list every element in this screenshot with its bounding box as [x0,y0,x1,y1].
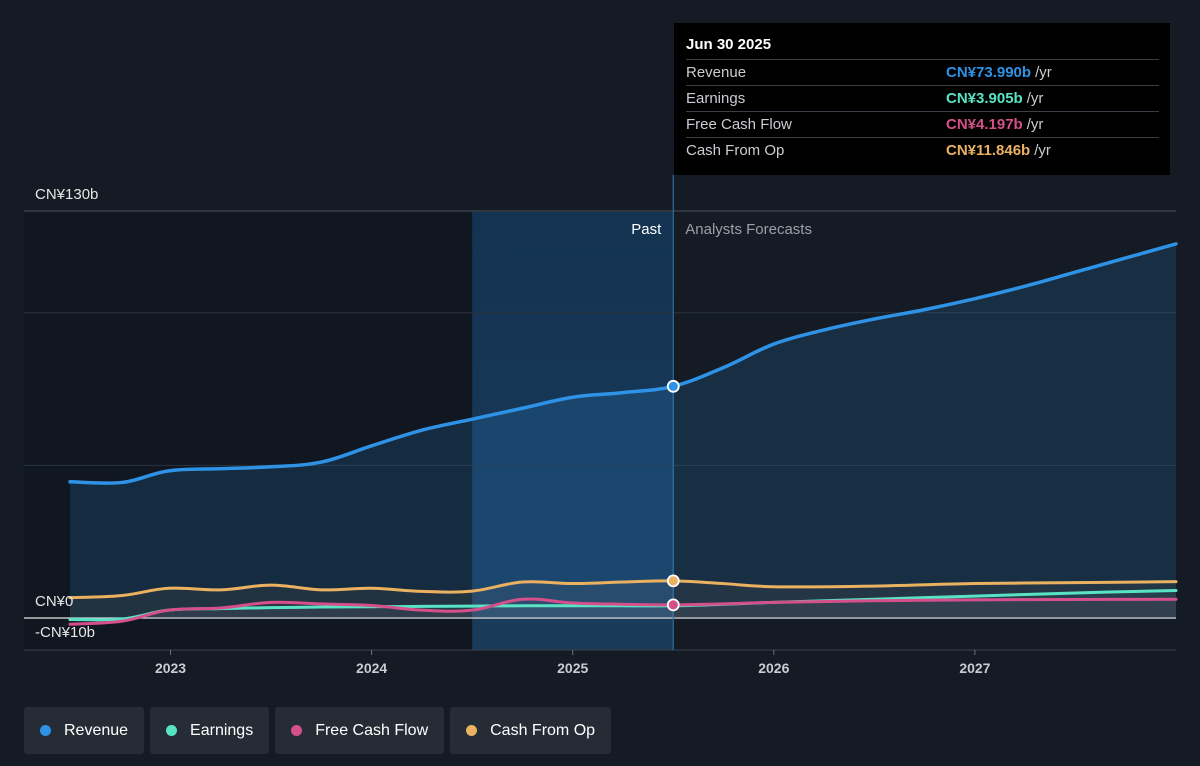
y-tick-label: CN¥0 [35,593,73,610]
legend-dot-icon [40,725,51,736]
tooltip-label: Revenue [686,64,747,81]
legend-label: Cash From Op [490,721,596,739]
x-tick-label: 2025 [557,660,588,676]
legend-label: Revenue [64,721,129,739]
tooltip-unit: /yr [1026,90,1044,107]
legend-label: Free Cash Flow [315,721,429,739]
tooltip-value: CN¥3.905b [946,90,1023,107]
tooltip-value: CN¥11.846b [946,142,1031,159]
x-tick-label: 2026 [758,660,789,676]
tooltip-unit: /yr [1034,142,1051,159]
legend-dot-icon [166,725,178,736]
tooltip-unit: /yr [1026,116,1044,133]
legend-item-free-cash-flow[interactable]: Free Cash Flow [275,707,445,754]
forecast-label: Analysts Forecasts [685,221,812,238]
tooltip-label: Cash From Op [686,142,785,159]
tooltip-unit: /yr [1035,64,1052,81]
revenue-marker [666,379,680,393]
revenue-line [68,242,1178,485]
tooltip-label: Earnings [686,90,746,107]
y-tick-label: CN¥130b [35,186,98,203]
legend-dot-icon [466,725,478,736]
cash-from-op-line [68,579,1178,600]
past-highlight-band [472,212,674,650]
x-tick-label: 2024 [356,660,387,676]
tooltip-row-revenue: Revenue CN¥73.990b /yr [686,59,1159,85]
legend-item-earnings[interactable]: Earnings [150,707,270,754]
tooltip: Jun 30 2025 Revenue CN¥73.990b /yr Earni… [674,23,1170,175]
y-tick-label: -CN¥10b [35,624,95,641]
free-cash-flow-line [68,597,1178,626]
legend-item-revenue[interactable]: Revenue [24,707,145,754]
earnings-area [70,590,1176,620]
tooltip-row-free-cash-flow: Free Cash Flow CN¥4.197b /yr [686,111,1159,137]
tooltip-label: Free Cash Flow [686,116,792,133]
legend-dot-icon [291,725,303,736]
revenue-area [70,243,1176,618]
legend-item-cash-from-op[interactable]: Cash From Op [450,707,612,754]
free-cash-flow-marker [666,598,680,612]
past-label: Past [631,221,662,238]
tooltip-value: CN¥73.990b [946,64,1032,81]
tooltip-date: Jun 30 2025 [686,36,772,53]
legend: Revenue Earnings Free Cash Flow Cash Fro… [24,707,612,754]
legend-label: Earnings [190,721,254,739]
x-tick-label: 2027 [959,660,990,676]
tooltip-row-earnings: Earnings CN¥3.905b /yr [686,85,1159,111]
tooltip-row-cash-from-op: Cash From Op CN¥11.846b /yr [686,137,1159,163]
x-tick-label: 2023 [155,660,186,676]
tooltip-value: CN¥4.197b [946,116,1023,133]
cash-from-op-marker [666,574,680,588]
